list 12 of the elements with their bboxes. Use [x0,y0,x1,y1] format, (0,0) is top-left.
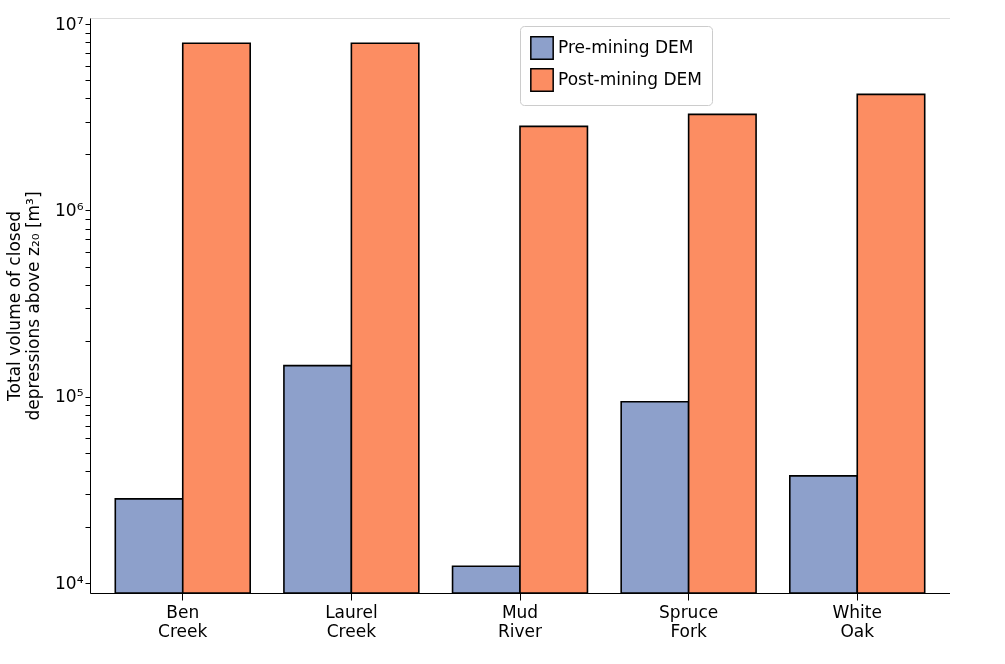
y-tick-label: 10⁷ [55,13,84,34]
legend-label: Post-mining DEM [558,69,702,89]
x-tick-label: Spruce Fork [659,601,719,641]
x-tick-label: Mud River [497,601,543,641]
x-tick-label: Laurel Creek [325,601,378,641]
y-axis-title: Total volume of closed depressions above z₂₀ [m³] [4,191,44,421]
x-tick-label: Ben Creek [158,601,208,641]
legend-label: Pre-mining DEM [558,37,694,57]
y-tick-label: 10⁵ [55,386,84,407]
y-tick-label: 10⁴ [55,572,84,593]
x-tick-label: White Oak [832,601,882,641]
y-tick-label: 10⁶ [55,199,84,220]
